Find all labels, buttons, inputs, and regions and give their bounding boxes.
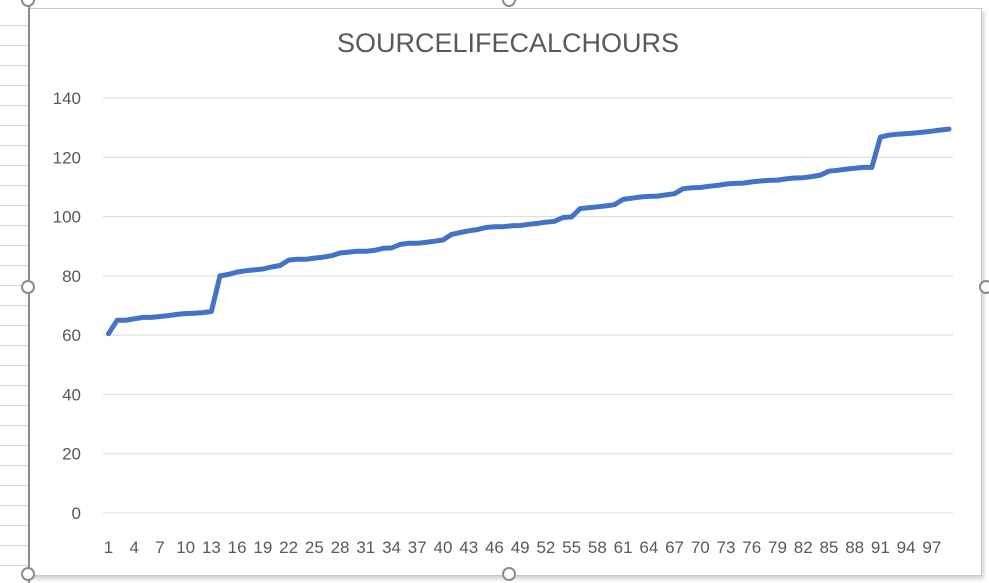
x-tick-label: 37 [408, 538, 427, 557]
resize-handle-bottom-center[interactable] [502, 567, 516, 581]
x-tick-label: 94 [897, 538, 916, 557]
y-tick-label: 80 [62, 267, 81, 286]
x-tick-label: 4 [129, 538, 138, 557]
x-tick-label: 85 [819, 538, 838, 557]
resize-handle-top-center[interactable] [502, 0, 516, 7]
resize-handle-middle-left[interactable] [21, 280, 35, 294]
resize-handle-top-left[interactable] [21, 0, 35, 7]
x-tick-label: 73 [717, 538, 736, 557]
x-tick-label: 64 [639, 538, 658, 557]
x-tick-label: 88 [845, 538, 864, 557]
row-gridline [0, 105, 30, 106]
y-tick-label: 40 [62, 385, 81, 404]
y-tick-label: 0 [72, 504, 81, 523]
x-tick-label: 16 [228, 538, 247, 557]
x-tick-label: 19 [253, 538, 272, 557]
row-gridline [0, 85, 30, 86]
row-gridline [0, 65, 30, 66]
x-tick-label: 1 [104, 538, 113, 557]
x-tick-label: 58 [588, 538, 607, 557]
row-gridline [0, 145, 30, 146]
y-tick-label: 60 [62, 326, 81, 345]
row-gridline [0, 305, 30, 306]
y-tick-label: 140 [53, 89, 81, 108]
x-tick-label: 82 [794, 538, 813, 557]
resize-handle-middle-right[interactable] [979, 280, 989, 294]
row-gridline [0, 125, 30, 126]
row-gridline [0, 525, 30, 526]
row-gridline [0, 565, 30, 566]
chart-title: SOURCELIFECALCHOURS [336, 28, 680, 58]
x-tick-label: 52 [536, 538, 555, 557]
row-gridline [0, 325, 30, 326]
x-tick-label: 10 [176, 538, 195, 557]
row-gridline [0, 165, 30, 166]
x-tick-label: 76 [742, 538, 761, 557]
row-gridline [0, 245, 30, 246]
series-line[interactable] [106, 126, 952, 337]
x-tick-label: 13 [202, 538, 221, 557]
row-gridline [0, 205, 30, 206]
x-tick-label: 31 [356, 538, 375, 557]
row-gridline [0, 385, 30, 386]
row-gridline [0, 505, 30, 506]
row-gridline [0, 485, 30, 486]
x-tick-label: 70 [691, 538, 710, 557]
x-tick-label: 22 [279, 538, 298, 557]
row-gridline [0, 285, 30, 286]
x-tick-label: 25 [305, 538, 324, 557]
row-gridline [0, 465, 30, 466]
row-gridline [0, 425, 30, 426]
row-gridline [0, 45, 30, 46]
x-tick-label: 67 [665, 538, 684, 557]
x-tick-label: 61 [614, 538, 633, 557]
resize-handle-bottom-left[interactable] [21, 567, 35, 581]
row-gridline [0, 365, 30, 366]
x-tick-label: 49 [511, 538, 530, 557]
y-tick-label: 120 [53, 148, 81, 167]
row-gridline [0, 185, 30, 186]
x-tick-label: 91 [871, 538, 890, 557]
row-gridline [0, 545, 30, 546]
row-gridline [0, 445, 30, 446]
y-tick-label: 100 [53, 208, 81, 227]
x-tick-label: 55 [562, 538, 581, 557]
row-gridline [0, 405, 30, 406]
row-gridline [0, 225, 30, 226]
x-tick-label: 40 [434, 538, 453, 557]
row-gridline [0, 345, 30, 346]
x-tick-label: 79 [768, 538, 787, 557]
x-tick-label: 7 [155, 538, 164, 557]
x-tick-label: 46 [485, 538, 504, 557]
x-tick-label: 28 [331, 538, 350, 557]
y-tick-label: 20 [62, 445, 81, 464]
chart-area[interactable] [29, 8, 982, 576]
row-gridline [0, 25, 30, 26]
x-tick-label: 34 [382, 538, 401, 557]
x-tick-label: 43 [459, 538, 478, 557]
row-gridline [0, 265, 30, 266]
x-tick-label: 97 [922, 538, 941, 557]
